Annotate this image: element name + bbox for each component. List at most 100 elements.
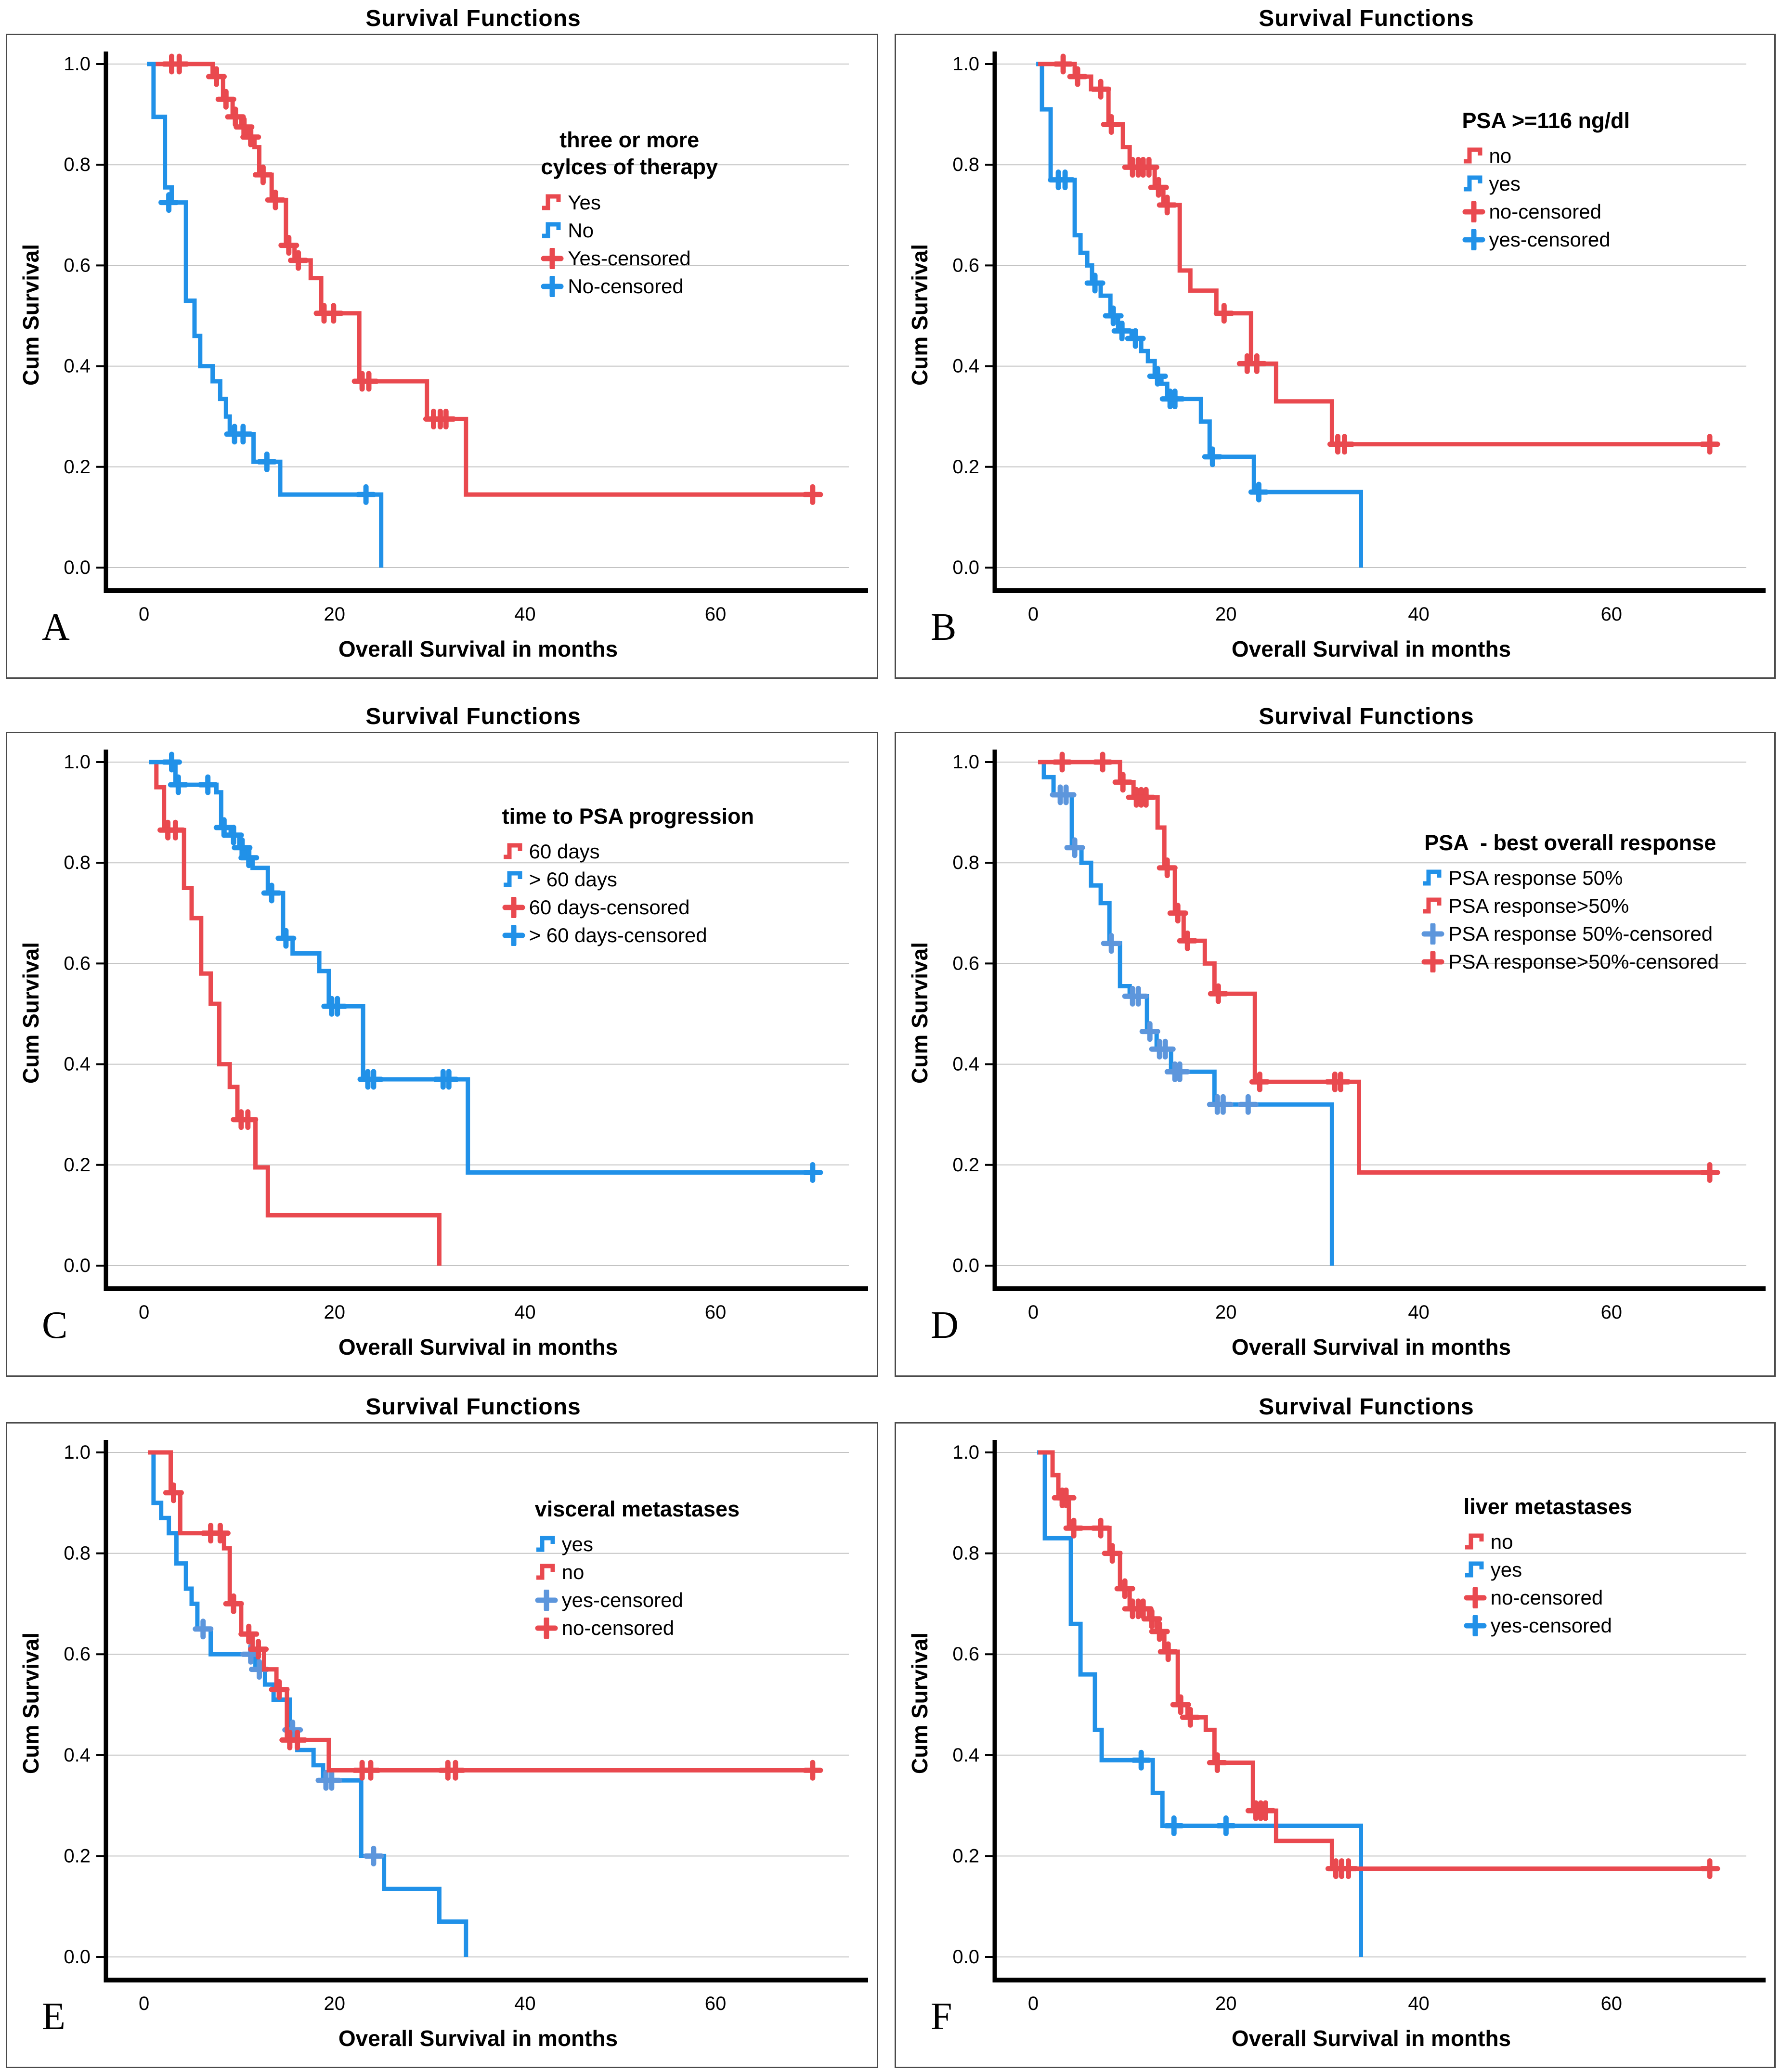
legend-title: visceral metastases bbox=[534, 1497, 740, 1521]
survival-plot: 0.0 0.2 0.4 0.6 0.8 1.0 0 20 40 60 bbox=[64, 52, 868, 625]
legend: visceral metastases yes no yes-censored … bbox=[535, 1496, 740, 1642]
legend-title: PSA >=116 ng/dl bbox=[1462, 108, 1630, 133]
legend-step-icon bbox=[1464, 1531, 1489, 1553]
panel-letter: F bbox=[931, 1995, 952, 2038]
legend-item-label: no bbox=[1489, 144, 1512, 168]
svg-text:0.6: 0.6 bbox=[952, 1644, 979, 1665]
chart-title: Survival Functions bbox=[1259, 1394, 1474, 1420]
svg-text:0: 0 bbox=[139, 1302, 149, 1323]
legend-step-icon bbox=[535, 1534, 560, 1555]
svg-text:0.6: 0.6 bbox=[952, 953, 979, 974]
svg-text:1.0: 1.0 bbox=[952, 1442, 979, 1463]
legend-item-label: yes bbox=[1490, 1558, 1522, 1581]
legend-plus-icon bbox=[1464, 1614, 1489, 1638]
svg-text:0.4: 0.4 bbox=[64, 1745, 91, 1766]
panel-d: Survival Functions 0.0 0.2 0.4 0.6 0.8 1.0 0 20… bbox=[895, 702, 1776, 1377]
panel-box: 0.0 0.2 0.4 0.6 0.8 1.0 0 20 40 60 Cum Survival O… bbox=[895, 732, 1776, 1377]
x-axis-label: Overall Survival in months bbox=[338, 2026, 618, 2051]
svg-text:0.2: 0.2 bbox=[952, 1154, 979, 1176]
legend-item: Yes bbox=[541, 189, 718, 217]
svg-text:60: 60 bbox=[705, 1302, 727, 1323]
svg-text:1.0: 1.0 bbox=[952, 53, 979, 75]
svg-text:0.6: 0.6 bbox=[64, 255, 91, 276]
panel-letter: B bbox=[931, 606, 957, 648]
legend-plus-icon bbox=[1421, 950, 1446, 974]
legend: three or more cylces of therapy Yes No Y… bbox=[541, 127, 718, 300]
legend-item-label: no-censored bbox=[1490, 1586, 1603, 1609]
legend-step-icon bbox=[1421, 868, 1446, 889]
legend-title: PSA - best overall response bbox=[1424, 830, 1716, 855]
survival-plot: 0.0 0.2 0.4 0.6 0.8 1.0 0 20 40 60 bbox=[952, 1440, 1766, 2014]
svg-text:40: 40 bbox=[1408, 604, 1430, 625]
legend-item-label: yes bbox=[561, 1533, 594, 1556]
svg-text:1.0: 1.0 bbox=[952, 751, 979, 773]
legend-title: time to PSA progression bbox=[502, 804, 754, 829]
legend-item-label: yes-censored bbox=[1490, 1614, 1612, 1637]
legend-item: 60 days bbox=[502, 838, 754, 866]
svg-text:0.8: 0.8 bbox=[952, 1543, 979, 1564]
legend-step-icon bbox=[1462, 173, 1487, 194]
svg-text:0.0: 0.0 bbox=[64, 557, 91, 578]
legend-plus-icon bbox=[541, 246, 566, 270]
panel-box: 0.0 0.2 0.4 0.6 0.8 1.0 0 20 40 60 Cum Survival O… bbox=[895, 34, 1776, 679]
legend-item-label: no-censored bbox=[1489, 200, 1601, 223]
svg-text:0.8: 0.8 bbox=[64, 852, 91, 873]
svg-text:0.8: 0.8 bbox=[64, 1543, 91, 1564]
svg-text:1.0: 1.0 bbox=[64, 751, 91, 773]
legend-item-label: yes-censored bbox=[1489, 228, 1611, 251]
legend-item-label: PSA response 50% bbox=[1448, 867, 1623, 890]
panel-box: 0.0 0.2 0.4 0.6 0.8 1.0 0 20 40 60 Cum Survival O… bbox=[6, 1422, 878, 2068]
panel-b: Survival Functions 0.0 0.2 0.4 0.6 0.8 1.0 0 20… bbox=[895, 4, 1776, 679]
legend-step-icon bbox=[1462, 145, 1487, 167]
panel-e: Survival Functions 0.0 0.2 0.4 0.6 0.8 1.0 0 20… bbox=[6, 1392, 878, 2068]
survival-plot: 0.0 0.2 0.4 0.6 0.8 1.0 0 20 40 60 bbox=[64, 750, 868, 1323]
legend: liver metastases no yes no-censored yes-… bbox=[1464, 1493, 1632, 1640]
legend-item: yes-censored bbox=[1462, 226, 1630, 254]
legend-item-label: 60 days-censored bbox=[529, 896, 690, 919]
legend-item: no-censored bbox=[1462, 198, 1630, 226]
svg-text:0.2: 0.2 bbox=[64, 1845, 91, 1866]
legend-step-icon bbox=[502, 869, 527, 890]
legend-plus-icon bbox=[535, 1616, 560, 1640]
legend-item-label: > 60 days-censored bbox=[529, 924, 707, 947]
svg-text:0.4: 0.4 bbox=[64, 356, 91, 377]
svg-text:0.4: 0.4 bbox=[64, 1054, 91, 1075]
legend-item: yes bbox=[535, 1530, 740, 1558]
legend-plus-icon bbox=[1462, 228, 1487, 252]
legend-item: no bbox=[1462, 142, 1630, 170]
svg-text:1.0: 1.0 bbox=[64, 1442, 91, 1463]
x-axis-label: Overall Survival in months bbox=[1231, 2026, 1511, 2051]
legend-item: Yes-censored bbox=[541, 245, 718, 272]
legend-step-icon bbox=[541, 220, 566, 241]
svg-text:0: 0 bbox=[1028, 1993, 1039, 2014]
panel-letter: D bbox=[931, 1304, 959, 1347]
legend-item-label: No bbox=[568, 219, 594, 242]
chart-title: Survival Functions bbox=[365, 704, 581, 729]
legend-plus-icon bbox=[535, 1588, 560, 1612]
panel-letter: C bbox=[42, 1304, 68, 1347]
legend-plus-icon bbox=[541, 274, 566, 298]
svg-text:60: 60 bbox=[1601, 1993, 1623, 2014]
svg-text:1.0: 1.0 bbox=[64, 53, 91, 75]
legend-plus-icon bbox=[1464, 1586, 1489, 1610]
survival-plot: 0.0 0.2 0.4 0.6 0.8 1.0 0 20 40 60 bbox=[64, 1440, 868, 2014]
svg-text:0.8: 0.8 bbox=[64, 154, 91, 175]
legend-step-icon bbox=[1421, 895, 1446, 917]
legend-plus-icon bbox=[1421, 922, 1446, 946]
svg-text:40: 40 bbox=[1408, 1993, 1430, 2014]
legend-step-icon bbox=[535, 1562, 560, 1583]
y-axis-label: Cum Survival bbox=[18, 1632, 43, 1774]
legend-item-label: no bbox=[561, 1561, 585, 1584]
svg-text:0.4: 0.4 bbox=[952, 1054, 979, 1075]
svg-text:20: 20 bbox=[1215, 1993, 1237, 2014]
svg-text:40: 40 bbox=[1408, 1302, 1430, 1323]
svg-text:0.0: 0.0 bbox=[64, 1255, 91, 1276]
legend-item: No bbox=[541, 217, 718, 245]
svg-text:0.0: 0.0 bbox=[952, 1255, 979, 1276]
svg-text:0.8: 0.8 bbox=[952, 154, 979, 175]
legend-step-icon bbox=[541, 192, 566, 213]
svg-text:0.0: 0.0 bbox=[952, 1946, 979, 1968]
svg-text:0: 0 bbox=[1028, 1302, 1039, 1323]
panel-box: 0.0 0.2 0.4 0.6 0.8 1.0 0 20 40 60 Cum Survival O… bbox=[895, 1422, 1776, 2068]
